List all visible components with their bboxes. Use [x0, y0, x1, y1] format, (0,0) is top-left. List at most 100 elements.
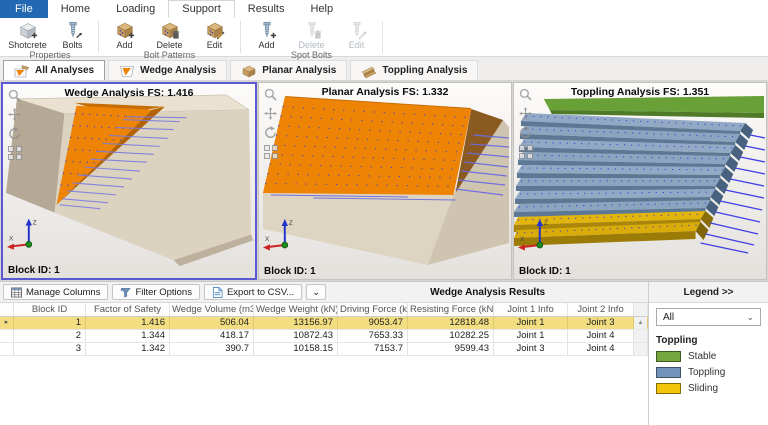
cell-wedge-weight: 13156.97: [254, 317, 338, 329]
button-label: Edit: [348, 40, 365, 50]
all-analyses-icon: [14, 64, 30, 78]
rotate-icon[interactable]: [8, 127, 21, 140]
cell-wedge-volume: 418.17: [170, 330, 254, 342]
analysis-tab-bar: All Analyses Wedge Analysis Planar Analy…: [0, 57, 768, 81]
cell-joint1-info: Joint 1: [494, 317, 568, 329]
zoom-icon[interactable]: [264, 88, 277, 101]
table-header-row: Block ID Factor of Safety Wedge Volume (…: [0, 303, 648, 317]
cube-pencil-icon: [205, 20, 225, 40]
bolts-button[interactable]: Bolts: [50, 19, 95, 50]
tab-wedge-analysis[interactable]: Wedge Analysis: [108, 60, 228, 80]
cube-trash-icon: [160, 20, 180, 40]
tab-label: Toppling Analysis: [382, 65, 468, 76]
tab-planar-analysis[interactable]: Planar Analysis: [230, 60, 348, 80]
view-option-icons[interactable]: [519, 145, 533, 159]
pan-icon[interactable]: [8, 108, 21, 121]
column-header[interactable]: Factor of Safety: [86, 303, 170, 316]
tab-toppling-analysis[interactable]: Toppling Analysis: [350, 60, 479, 80]
legend-title[interactable]: Legend >>: [649, 282, 768, 303]
table-scrollbar[interactable]: [634, 330, 648, 342]
cell-joint2-info: Joint 4: [568, 330, 634, 342]
legend-label: Sliding: [688, 383, 719, 394]
column-header[interactable]: Joint 2 Info: [568, 303, 634, 316]
export-csv-button[interactable]: Export to CSV...: [203, 284, 303, 300]
manage-columns-button[interactable]: Manage Columns: [3, 284, 109, 300]
row-selector-header: [0, 303, 14, 316]
cell-factor-of-safety: 1.344: [86, 330, 170, 342]
cell-wedge-volume: 390.7: [170, 343, 254, 355]
row-selector: [0, 343, 14, 355]
column-header[interactable]: Resisting Force (kN): [410, 303, 494, 316]
table-empty-area: [0, 356, 648, 425]
chevron-down-icon: ⌄: [746, 311, 754, 322]
zoom-icon[interactable]: [8, 89, 21, 102]
rotate-icon[interactable]: [264, 126, 277, 139]
results-table: Block ID Factor of Safety Wedge Volume (…: [0, 303, 648, 356]
legend-item-stable: Stable: [656, 351, 761, 362]
viewport-toolbar: [264, 88, 278, 159]
cell-resisting-force: 12818.48: [408, 317, 494, 329]
table-row[interactable]: 2 1.344 418.17 10872.43 7653.33 10282.25…: [0, 330, 648, 343]
tab-help[interactable]: Help: [310, 3, 334, 15]
tab-label: All Analyses: [35, 65, 95, 76]
tab-label: Wedge Analysis: [140, 65, 217, 76]
zoom-icon[interactable]: [519, 88, 532, 101]
bolt-pattern-edit-button[interactable]: Edit: [192, 19, 237, 50]
tab-home[interactable]: Home: [60, 3, 91, 15]
button-label: Delete: [156, 40, 183, 50]
rotate-icon[interactable]: [519, 126, 532, 139]
legend-section-title: Toppling: [656, 335, 698, 346]
tab-support[interactable]: Support: [168, 0, 235, 18]
table-row[interactable]: ▸ 1 1.416 506.04 13156.97 9053.47 12818.…: [0, 317, 648, 330]
table-scrollbar[interactable]: [634, 343, 648, 355]
legend-item-sliding: Sliding: [656, 383, 761, 394]
tab-loading[interactable]: Loading: [116, 3, 156, 15]
block-id-label: Block ID: 1: [264, 266, 316, 277]
pan-icon[interactable]: [519, 107, 532, 120]
results-table-title: Wedge Analysis Results: [430, 286, 546, 298]
results-panel: Manage Columns Filter Options Export to …: [0, 282, 649, 425]
viewport-wedge[interactable]: Z X Wedge Analysis FS: 1.416 Block ID: 1: [1, 82, 257, 280]
bolt-pattern-delete-button[interactable]: Delete: [147, 19, 192, 50]
tab-file[interactable]: File: [0, 0, 48, 18]
svg-text:X: X: [265, 236, 270, 243]
pan-icon[interactable]: [264, 107, 277, 120]
viewport-toppling[interactable]: Z X Toppling Analysis FS: 1.351 Block ID…: [513, 82, 767, 280]
group-divider: [98, 21, 99, 53]
view-option-icons[interactable]: [8, 146, 22, 160]
tab-results[interactable]: Results: [247, 3, 285, 15]
current-row-marker: ▸: [0, 317, 14, 329]
bolt-trash-icon: [302, 20, 322, 40]
cell-block-id: 1: [14, 317, 86, 329]
toppling-analysis-icon: [361, 64, 377, 78]
viewport-planar[interactable]: Z X Planar Analysis FS: 1.332 Block ID: …: [258, 82, 512, 280]
column-header[interactable]: Block ID: [14, 303, 86, 316]
table-scrollbar[interactable]: [634, 303, 648, 316]
column-header[interactable]: Wedge Volume (m3): [172, 303, 254, 316]
filter-options-button[interactable]: Filter Options: [112, 284, 200, 300]
table-row[interactable]: 3 1.342 390.7 10158.15 7153.7 9599.43 Jo…: [0, 343, 648, 356]
cell-factor-of-safety: 1.342: [86, 343, 170, 355]
column-header[interactable]: Joint 1 Info: [494, 303, 568, 316]
bolt-icon: [63, 20, 83, 40]
spot-bolt-add-button[interactable]: Add: [244, 19, 289, 50]
results-area: Manage Columns Filter Options Export to …: [0, 281, 768, 425]
table-icon: [11, 287, 22, 298]
results-toolbar: Manage Columns Filter Options Export to …: [0, 282, 648, 303]
wedge-analysis-icon: [119, 64, 135, 78]
column-header[interactable]: Wedge Weight (kN): [256, 303, 338, 316]
wedge-3d-view: Z X: [3, 84, 255, 278]
axis-triad: Z X: [517, 219, 548, 251]
group-label-properties: Properties: [29, 50, 71, 60]
cell-wedge-weight: 10872.43: [254, 330, 338, 342]
view-option-icons[interactable]: [264, 145, 278, 159]
scroll-up-arrow[interactable]: ▲: [634, 317, 648, 329]
button-label: Shotcrete: [8, 40, 47, 50]
export-dropdown-button[interactable]: ⌄: [306, 284, 327, 300]
bolt-pattern-add-button[interactable]: Add: [102, 19, 147, 50]
shotcrete-button[interactable]: Shotcrete: [5, 19, 50, 50]
column-header[interactable]: Driving Force (kN): [340, 303, 408, 316]
legend-filter-dropdown[interactable]: All ⌄: [656, 308, 761, 326]
tab-all-analyses[interactable]: All Analyses: [3, 60, 106, 80]
group-label-spot-bolts: Spot Bolts: [290, 50, 333, 60]
